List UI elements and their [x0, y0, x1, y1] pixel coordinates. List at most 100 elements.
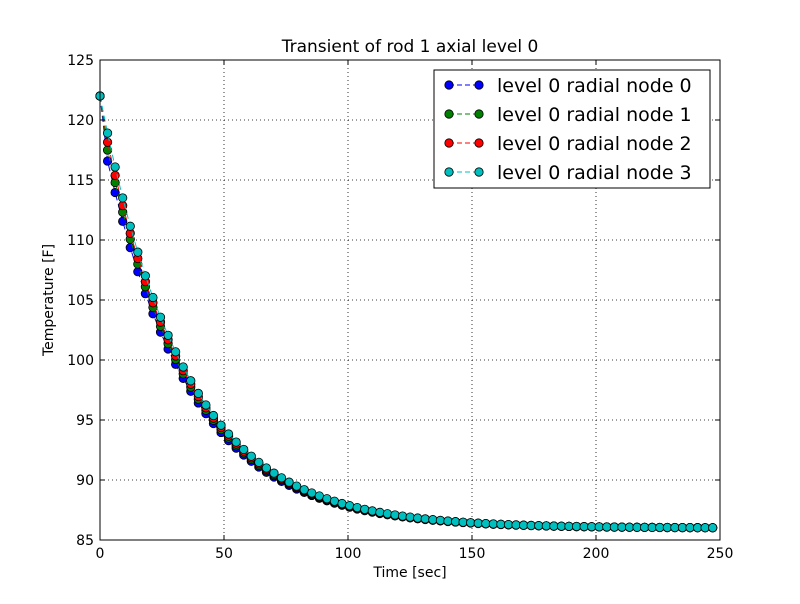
series-3-point — [511, 520, 521, 530]
series-3-point — [193, 388, 203, 399]
y-tick-label: 95 — [76, 413, 94, 429]
series-3-point — [466, 518, 476, 528]
series-3-point — [102, 128, 113, 138]
series-3-point — [685, 523, 695, 533]
series-layer — [95, 91, 718, 533]
x-tick-label: 100 — [335, 546, 362, 562]
legend-entry-3: level 0 radial node 3 — [444, 162, 692, 184]
series-3-point — [254, 457, 264, 467]
series-3-point — [450, 517, 461, 527]
legend-label: level 0 radial node 0 — [497, 75, 692, 97]
series-3-point — [640, 522, 650, 532]
series-0-point — [110, 187, 120, 198]
series-3-point — [556, 521, 567, 531]
series-3-point — [518, 520, 529, 530]
y-tick-label: 110 — [67, 233, 94, 249]
x-tick-label: 50 — [215, 546, 233, 562]
series-3-point — [375, 507, 385, 517]
series-3-point — [632, 522, 642, 532]
legend-marker — [474, 109, 484, 119]
series-3-point — [322, 494, 332, 504]
series-3-point — [428, 515, 438, 525]
legend-label: level 0 radial node 3 — [497, 162, 692, 184]
legend-label: level 0 radial node 2 — [497, 133, 692, 155]
series-3-point — [307, 488, 317, 498]
series-3-point — [178, 362, 188, 372]
x-tick-label: 150 — [459, 546, 486, 562]
series-3-point — [534, 521, 544, 531]
series-3-point — [292, 481, 302, 491]
series-3-point — [208, 410, 219, 421]
series-2-point — [102, 137, 113, 147]
series-3-point — [125, 221, 135, 231]
series-3-point — [708, 523, 718, 533]
series-3 — [95, 91, 718, 533]
legend: level 0 radial node 0 level 0 radial node… — [433, 69, 711, 189]
series-3-point — [223, 429, 234, 439]
y-tick-label: 115 — [67, 173, 94, 189]
series-3-point — [473, 518, 483, 528]
y-tick-label: 120 — [67, 113, 94, 129]
series-3-point — [655, 522, 665, 533]
series-3-point — [624, 522, 635, 532]
series-3-point — [276, 473, 287, 483]
legend-entry-1: level 0 radial node 1 — [444, 104, 692, 126]
series-3-point — [261, 463, 272, 473]
series-3-point — [700, 523, 710, 533]
series-3-point — [413, 513, 423, 523]
series-3-point — [352, 502, 362, 513]
x-tick-label: 200 — [583, 546, 610, 562]
x-tick-label: 250 — [707, 546, 734, 562]
y-tick-label: 90 — [76, 473, 94, 489]
series-3-point — [284, 477, 294, 487]
legend-label: level 0 radial node 1 — [497, 104, 692, 126]
series-3-point — [397, 511, 408, 521]
y-tick-label: 100 — [67, 353, 94, 369]
x-axis-label: Time [sec] — [372, 565, 446, 581]
series-3-point — [435, 515, 445, 525]
legend-marker — [444, 167, 454, 177]
series-3-point — [662, 522, 672, 533]
series-3-point — [670, 522, 680, 533]
axis-ticks: 0 50 100 150 200 250 85 90 95 100 105 110 115 120 125 — [67, 53, 733, 562]
series-3-point — [390, 510, 400, 520]
series-3-point — [171, 347, 181, 357]
series-3-point — [405, 512, 415, 522]
series-3-point — [299, 485, 309, 495]
legend-marker — [444, 138, 454, 148]
y-tick-label: 125 — [67, 53, 94, 69]
series-3-point — [118, 193, 128, 203]
chart-title: Transient of rod 1 axial level 0 — [281, 37, 539, 57]
series-3-point — [458, 517, 468, 527]
series-3-point — [246, 451, 256, 461]
series-3-point — [594, 522, 604, 532]
series-3-point — [231, 437, 241, 447]
series-3-point — [186, 376, 196, 386]
series-3-point — [163, 330, 173, 340]
series-3-point — [587, 522, 597, 532]
legend-entries: level 0 radial node 0 level 0 radial node… — [444, 75, 692, 184]
series-3-point — [133, 247, 143, 257]
series-3-point — [337, 498, 347, 509]
series-3-point — [110, 162, 120, 172]
series-3-point — [216, 420, 226, 430]
series-3-point — [677, 522, 688, 533]
legend-marker — [474, 80, 484, 90]
y-tick-label: 105 — [67, 293, 94, 309]
legend-entry-2: level 0 radial node 2 — [444, 133, 692, 155]
series-3-point — [564, 521, 574, 531]
legend-marker — [444, 109, 454, 119]
series-3-point — [345, 501, 355, 511]
series-3-point — [579, 522, 589, 532]
series-3-point — [360, 504, 370, 514]
series-3-point — [609, 522, 619, 532]
x-tick-label: 0 — [96, 546, 105, 562]
series-3-point — [526, 520, 536, 531]
legend-marker — [474, 167, 484, 177]
series-3-point — [647, 522, 657, 532]
series-3-point — [155, 312, 166, 322]
series-3-point — [602, 522, 612, 532]
series-3-point — [481, 518, 491, 529]
series-3-point — [420, 514, 430, 524]
series-3-point — [269, 468, 279, 478]
